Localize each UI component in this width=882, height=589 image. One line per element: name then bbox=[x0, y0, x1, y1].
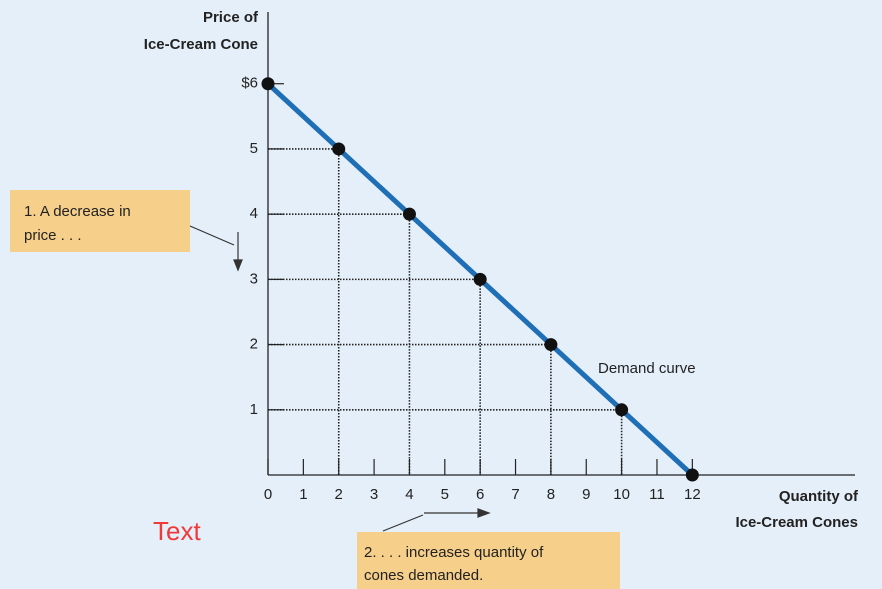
y-axis-label: Price of bbox=[203, 9, 259, 26]
x-tick-label: 1 bbox=[299, 486, 307, 503]
annotation: Text bbox=[153, 516, 201, 546]
y-axis-label: Ice-Cream Cone bbox=[144, 36, 258, 53]
x-tick-label: 7 bbox=[511, 486, 519, 503]
y-tick-label: 5 bbox=[250, 140, 258, 157]
y-tick-label: 4 bbox=[250, 205, 258, 222]
x-axis-label: Quantity of bbox=[779, 488, 859, 505]
point bbox=[615, 403, 629, 417]
y-tick-label: 1 bbox=[250, 401, 258, 418]
annotation: 2. . . . increases quantity of bbox=[364, 544, 544, 561]
x-tick-label: 6 bbox=[476, 486, 484, 503]
point bbox=[332, 142, 346, 156]
point bbox=[473, 272, 487, 286]
annotation: Demand curve bbox=[598, 360, 696, 377]
arrow-head bbox=[233, 259, 243, 272]
annotation: price . . . bbox=[24, 227, 82, 244]
x-tick-label: 9 bbox=[582, 486, 590, 503]
arrow-line bbox=[189, 225, 235, 246]
arrows bbox=[189, 225, 491, 532]
y-tick-label: $6 bbox=[241, 75, 258, 92]
annotation-box bbox=[10, 190, 190, 252]
y-tick-label: 3 bbox=[250, 270, 258, 287]
point bbox=[544, 338, 558, 352]
arrow-head bbox=[477, 508, 491, 518]
x-tick-label: 10 bbox=[613, 486, 630, 503]
x-tick-label: 0 bbox=[264, 486, 272, 503]
x-tick-label: 2 bbox=[335, 486, 343, 503]
y-tick-label: 2 bbox=[250, 336, 258, 353]
x-tick-label: 5 bbox=[441, 486, 449, 503]
x-tick-label: 3 bbox=[370, 486, 378, 503]
x-axis-label: Ice-Cream Cones bbox=[735, 514, 858, 531]
point bbox=[685, 468, 699, 482]
x-tick-label: 11 bbox=[649, 486, 665, 503]
annotation: 1. A decrease in bbox=[24, 203, 131, 220]
x-tick-label: 4 bbox=[405, 486, 413, 503]
point bbox=[402, 207, 416, 221]
point bbox=[261, 77, 275, 91]
annotation-box bbox=[357, 532, 620, 589]
arrow-line bbox=[382, 514, 424, 532]
annotation: cones demanded. bbox=[364, 567, 483, 584]
x-tick-label: 8 bbox=[547, 486, 555, 503]
x-tick-label: 12 bbox=[684, 486, 701, 503]
